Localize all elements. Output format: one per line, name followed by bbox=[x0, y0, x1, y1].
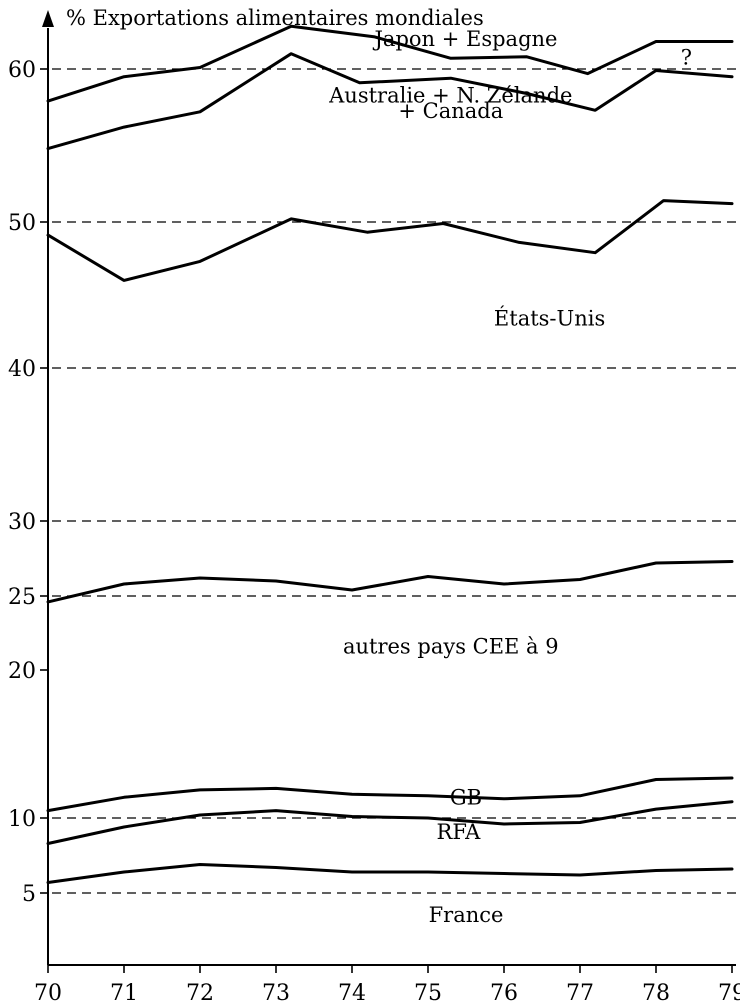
region-label-1: Japon + Espagne bbox=[373, 27, 558, 51]
series-line-5 bbox=[46, 776, 734, 813]
x-tick-label-73: 73 bbox=[262, 981, 290, 1006]
y-axis-arrow bbox=[42, 10, 54, 27]
x-tick-label-79: 79 bbox=[718, 981, 740, 1006]
series-lines bbox=[46, 24, 734, 884]
x-tick-label-75: 75 bbox=[414, 981, 442, 1006]
y-ticks: 5 10 20 25 30 40 50 60 bbox=[8, 58, 48, 907]
reference-lines bbox=[52, 68, 736, 894]
y-tick-label-5: 5 bbox=[22, 882, 36, 907]
series-line-1 bbox=[46, 24, 734, 103]
region-label-4: + Canada bbox=[398, 99, 503, 123]
y-tick-label-20: 20 bbox=[8, 659, 36, 684]
y-tick-label-60: 60 bbox=[8, 58, 36, 83]
x-tick-label-72: 72 bbox=[186, 981, 214, 1006]
y-tick-label-50: 50 bbox=[8, 211, 36, 236]
x-tick-label-74: 74 bbox=[338, 981, 366, 1006]
series-line-4 bbox=[46, 560, 734, 604]
x-tick-label-71: 71 bbox=[110, 981, 138, 1006]
region-labels: Japon + Espagne? Australie + N. Zélande+ … bbox=[328, 27, 692, 927]
series-line-7 bbox=[46, 863, 734, 884]
axes bbox=[42, 10, 736, 966]
y-tick-label-40: 40 bbox=[8, 357, 36, 382]
chart-title: % Exportations alimentaires mondiales bbox=[66, 6, 484, 30]
y-tick-label-10: 10 bbox=[8, 807, 36, 832]
region-label-8: RFA bbox=[437, 820, 482, 844]
x-tick-label-77: 77 bbox=[566, 981, 594, 1006]
region-label-6: autres pays CEE à 9 bbox=[343, 635, 559, 659]
x-tick-label-76: 76 bbox=[490, 981, 518, 1006]
x-tick-label-78: 78 bbox=[642, 981, 670, 1006]
series-line-6 bbox=[46, 800, 734, 845]
region-label-2: ? bbox=[681, 45, 692, 69]
region-label-5: États-Unis bbox=[494, 307, 605, 331]
x-ticks: 70 71 72 73 74 75 76 77 78 79 bbox=[34, 965, 740, 1006]
y-tick-label-30: 30 bbox=[8, 510, 36, 535]
region-label-7: GB bbox=[450, 786, 482, 810]
series-line-2 bbox=[46, 52, 734, 151]
y-tick-label-25: 25 bbox=[8, 585, 36, 610]
series-line-3 bbox=[46, 199, 734, 282]
x-tick-label-70: 70 bbox=[34, 981, 62, 1006]
region-label-9: France bbox=[429, 903, 504, 927]
region-label-3: Australie + N. Zélande bbox=[328, 84, 572, 108]
